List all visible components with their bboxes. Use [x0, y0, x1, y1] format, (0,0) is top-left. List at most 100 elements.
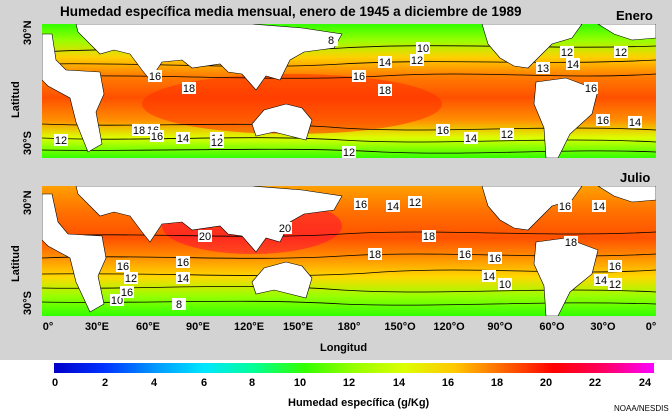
australia-enero — [251, 103, 313, 141]
north-america-julio — [481, 186, 583, 231]
x-tick-30e: 30°E — [85, 321, 109, 333]
contour-label: 18 — [369, 249, 381, 261]
north-america-enero — [481, 24, 583, 69]
contour-label: 8 — [328, 35, 334, 47]
colorbar-tick-18: 18 — [490, 377, 504, 389]
contour-label: 18 — [565, 237, 577, 249]
x-tick-30o: 30°O — [590, 321, 616, 333]
lat-tick-30n-enero: 30°N — [22, 20, 34, 45]
land-julio — [42, 186, 656, 316]
contour-label: 14 — [177, 273, 189, 285]
contour-label: 20 — [279, 223, 291, 235]
lat-tick-30n-julio: 30°N — [22, 190, 34, 215]
land-enero — [42, 24, 656, 158]
colorbar-tick-6: 6 — [200, 377, 208, 389]
contour-label: 14 — [593, 201, 605, 213]
x-tick-0-end: 0° — [645, 321, 657, 333]
panel-label-enero: Enero — [616, 8, 653, 23]
contour-label: 12 — [125, 273, 137, 285]
credit-text: NOAA/NESDIS — [614, 404, 669, 413]
colorbar-tick-16: 16 — [441, 377, 455, 389]
colorbar-tick-0: 0 — [51, 377, 59, 389]
contour-label: 18 — [423, 231, 435, 243]
contour-label: 10 — [499, 279, 511, 291]
colorbar — [54, 363, 654, 373]
contour-label: 13 — [537, 63, 549, 75]
colorbar-title: Humedad específica (g/Kg) — [288, 397, 430, 409]
eurasia-julio — [75, 186, 343, 253]
y-axis-label-julio: Latitud — [10, 245, 22, 282]
contour-label: 14 — [387, 201, 399, 213]
lat-tick-30s-julio: 30°S — [22, 291, 34, 315]
panel-label-julio: Julio — [620, 170, 651, 185]
y-axis-label-enero: Latitud — [10, 81, 22, 118]
contour-label: 14 — [483, 271, 495, 283]
x-tick-90e: 90°E — [186, 321, 210, 333]
south-america-enero — [533, 77, 599, 158]
contour-label: 12 — [211, 137, 223, 149]
x-tick-60e: 60°E — [136, 321, 160, 333]
contour-label: 16 — [177, 257, 189, 269]
x-tick-180: 180° — [337, 321, 361, 333]
contour-label: 18 — [379, 85, 391, 97]
contour-label: 16 — [559, 201, 571, 213]
contour-label: 14 — [595, 275, 607, 287]
contour-label: 12 — [609, 279, 621, 291]
contour-label: 12 — [501, 129, 513, 141]
contour-labels-enero: 8 10 12 12 12 13 14 14 16 16 16 16 16 18… — [54, 34, 642, 158]
x-tick-120e: 120°E — [233, 321, 265, 333]
contour-label: 12 — [561, 47, 573, 59]
contour-label: 10 — [417, 43, 429, 55]
x-tick-0: 0° — [42, 321, 54, 333]
contour-label: 16 — [597, 115, 609, 127]
x-tick-60o: 60°O — [539, 321, 565, 333]
australia-julio — [251, 261, 313, 299]
contour-label: 20 — [199, 231, 211, 243]
map-julio: 16 14 12 16 14 20 20 16 16 18 18 18 16 1… — [42, 186, 656, 316]
contour-label: 18 — [183, 83, 195, 95]
contour-label: 16 — [459, 249, 471, 261]
x-axis-label: Longitud — [320, 342, 368, 354]
lat-tick-30s-enero: 30°S — [22, 131, 34, 155]
europe-enero — [597, 24, 656, 41]
colorbar-tick-12: 12 — [342, 377, 356, 389]
x-tick-150o: 150°O — [384, 321, 416, 333]
europe-julio — [597, 186, 656, 203]
africa-enero — [42, 33, 105, 153]
contour-label: 16 — [489, 253, 501, 265]
colorbar-tick-10: 10 — [293, 377, 307, 389]
contour-label: 14 — [465, 133, 477, 145]
contour-label: 12 — [343, 147, 355, 158]
contour-label: 16 — [585, 83, 597, 95]
colorbar-tick-4: 4 — [150, 377, 158, 389]
colorbar-tick-14: 14 — [392, 377, 406, 389]
figure-title: Humedad específica media mensual, enero … — [60, 4, 522, 19]
colorbar-tick-8: 8 — [248, 377, 256, 389]
x-tick-120o: 120°O — [433, 321, 465, 333]
contour-label: 16 — [151, 131, 163, 143]
contour-label: 14 — [567, 59, 579, 71]
contour-label: 16 — [117, 261, 129, 273]
contour-label: 14 — [379, 57, 391, 69]
contour-labels-julio: 16 14 12 16 14 20 20 16 16 18 18 18 16 1… — [110, 196, 622, 311]
map-enero: 8 10 12 12 12 13 14 14 16 16 16 16 16 18… — [42, 24, 656, 158]
contour-label: 12 — [615, 47, 627, 59]
x-tick-90o: 90°O — [487, 321, 513, 333]
contour-label: 16 — [353, 71, 365, 83]
x-tick-150e: 150°E — [282, 321, 314, 333]
colorbar-tick-22: 22 — [588, 377, 602, 389]
contour-label: 8 — [176, 299, 182, 311]
contour-label: 12 — [409, 197, 421, 209]
contour-label: 16 — [609, 261, 621, 273]
contours-julio — [42, 231, 656, 306]
africa-julio — [42, 193, 107, 313]
contour-label: 18 — [133, 125, 145, 137]
colorbar-tick-20: 20 — [539, 377, 553, 389]
contour-label: 16 — [121, 287, 133, 299]
colorbar-tick-2: 2 — [101, 377, 109, 389]
contour-label: 12 — [55, 135, 67, 147]
contour-label: 14 — [629, 117, 641, 129]
colorbar-gradient — [54, 363, 654, 373]
colorbar-tick-24: 24 — [638, 377, 652, 389]
contour-label: 16 — [437, 125, 449, 137]
